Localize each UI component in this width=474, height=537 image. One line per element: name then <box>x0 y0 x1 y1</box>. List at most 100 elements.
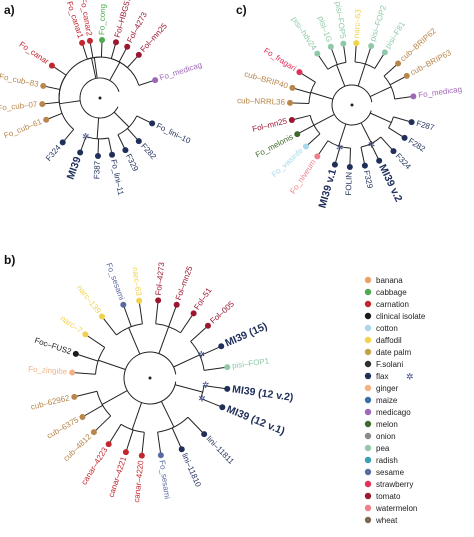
panel-label: c) <box>236 3 247 17</box>
tip-dot <box>403 72 410 79</box>
tip-branch <box>82 404 103 418</box>
tip-label: narc–63 <box>352 8 363 38</box>
tip-dot <box>90 429 97 436</box>
internal-branch <box>96 117 100 139</box>
tip-dot <box>138 452 145 459</box>
internal-arc <box>117 115 138 136</box>
tip-branch <box>388 127 405 139</box>
tip-branch <box>171 427 183 450</box>
tip-branch <box>203 385 228 390</box>
tip-branch <box>330 46 338 65</box>
tip-label: Fol–mn25 <box>251 116 288 133</box>
legend-label: cotton <box>376 324 398 333</box>
tip-branch <box>370 143 380 161</box>
legend-swatch <box>364 348 372 356</box>
tip-dot <box>122 147 129 154</box>
tip-dot <box>99 37 106 44</box>
tip-branch <box>180 313 195 334</box>
tip-dot <box>39 101 46 108</box>
tip-dot <box>149 120 156 127</box>
tip-label: cub–BRIP40 <box>243 69 289 90</box>
tip-branch <box>393 116 412 123</box>
tip-dot <box>112 39 119 46</box>
tip-label: Fo_medicag <box>418 85 463 100</box>
tip-branch <box>168 304 178 327</box>
tip-dot <box>120 301 127 308</box>
tip-label: cub–62962 <box>30 393 71 411</box>
tip-dot <box>376 157 383 164</box>
tip-label: Foc–FUS2 <box>33 336 73 357</box>
internal-branch <box>360 122 373 144</box>
tip-branch <box>203 366 228 371</box>
legend-label: cabbage <box>376 288 407 297</box>
tip-branch <box>122 304 132 327</box>
legend-label: sesame <box>376 468 405 477</box>
tip-dot <box>122 449 129 456</box>
internal-branch <box>93 57 98 79</box>
tip-dot <box>71 393 78 400</box>
legend-swatch <box>364 384 372 392</box>
internal-branch <box>336 64 346 87</box>
tip-label: Fol–51 <box>192 286 213 312</box>
tip-dot <box>155 297 162 304</box>
tip-branch <box>290 102 309 104</box>
legend-label: radish <box>376 456 398 465</box>
internal-branch <box>310 91 334 100</box>
internal-branch <box>313 113 335 126</box>
tip-branch <box>299 71 316 83</box>
tip-dot <box>190 310 197 317</box>
tip-label: pisi–FOP5 <box>333 1 347 40</box>
legend-label: ginger <box>376 384 399 393</box>
tip-label: MI39 (12 v.2) <box>231 383 294 403</box>
tip-branch <box>364 45 372 65</box>
internal-branch <box>370 112 392 123</box>
tip-dot <box>353 40 360 47</box>
internal-branch <box>160 401 175 428</box>
star-icon: ✲ <box>336 142 344 152</box>
tip-dot <box>94 152 101 159</box>
tip-dot <box>82 331 89 338</box>
tip-dot <box>48 62 55 69</box>
tip-label: F329 <box>362 170 375 190</box>
tip-label: F324 <box>44 143 63 163</box>
internal-branch <box>357 63 366 87</box>
internal-branch <box>98 359 126 371</box>
tip-branch <box>72 372 96 375</box>
tip-dot <box>124 43 131 50</box>
tip-dot <box>368 43 375 50</box>
tip-dot <box>136 297 143 304</box>
internal-arc <box>190 341 205 371</box>
tip-label: lini–11811 <box>205 434 236 466</box>
tip-dot <box>40 82 47 89</box>
legend-label: strawberry <box>376 480 413 489</box>
tip-branch <box>157 431 162 456</box>
legend-swatch <box>364 288 372 296</box>
tip-label: cub–4812 <box>62 432 94 463</box>
tip-branch <box>187 416 205 435</box>
legend-label: banana <box>376 276 403 285</box>
tip-branch <box>349 148 351 167</box>
tip-label: Fo_lini–10 <box>155 121 193 146</box>
tip-branch <box>199 345 222 357</box>
tip-dot <box>401 134 408 141</box>
tip-label: pisi–F81 <box>383 19 407 50</box>
tip-dot <box>105 441 112 448</box>
tip-label: Fo_canar <box>17 40 50 67</box>
tip-dot <box>296 69 303 76</box>
tip-dot <box>331 161 338 168</box>
tip-dot <box>327 43 334 50</box>
tip-label: cub–NRRL36 <box>237 96 286 107</box>
tip-label: MI39 v.1 <box>317 168 340 210</box>
tip-dot <box>79 414 86 420</box>
tip-label: narc–139 <box>75 283 103 315</box>
panel-label: b) <box>4 253 15 267</box>
tip-branch <box>334 146 341 165</box>
tip-dot <box>314 50 321 57</box>
legend-swatch <box>364 396 372 404</box>
tip-label: narc–63 <box>130 266 143 296</box>
legend-swatch <box>364 492 372 500</box>
legend-swatch <box>364 480 372 488</box>
root-node <box>148 376 152 380</box>
